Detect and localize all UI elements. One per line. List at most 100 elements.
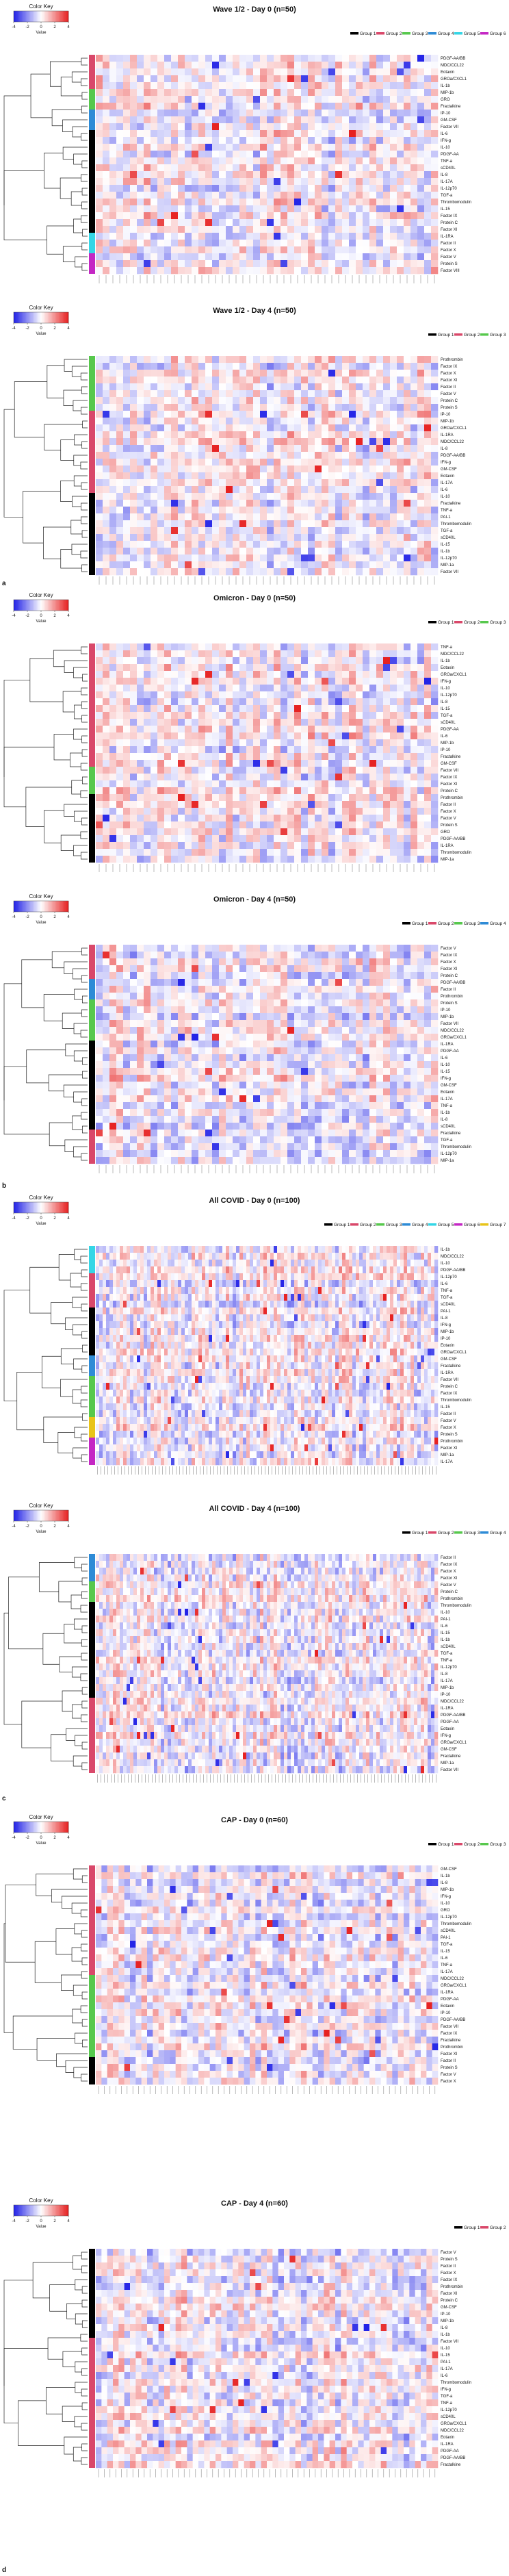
heatmap-cell: [109, 171, 117, 179]
heatmap-cell: [397, 685, 404, 692]
dendrogram-branch: [81, 516, 88, 524]
heatmap-cell: [116, 787, 124, 795]
heatmap-cell: [103, 212, 110, 220]
heatmap-cell: [103, 110, 110, 117]
heatmap-cell: [267, 438, 274, 446]
color-key-swatch: [52, 312, 54, 323]
heatmap-cell: [239, 55, 247, 62]
heatmap-cell: [424, 794, 432, 802]
heatmap-cell: [239, 137, 247, 144]
heatmap-cell: [205, 233, 213, 240]
heatmap-cell: [308, 68, 315, 76]
heatmap-cell: [431, 233, 439, 240]
heatmap-cell: [164, 774, 172, 781]
heatmap-cell: [151, 96, 158, 103]
heatmap-cell: [349, 507, 356, 514]
heatmap-cell: [267, 691, 274, 699]
heatmap-cell: [130, 527, 138, 535]
heatmap-cell: [103, 534, 110, 541]
row-label: sCD40L: [441, 536, 456, 540]
heatmap-cell: [116, 370, 124, 377]
heatmap-cell: [363, 68, 370, 76]
heatmap-cell: [219, 787, 226, 795]
heatmap-cell: [301, 801, 309, 808]
heatmap-cell: [151, 82, 158, 90]
heatmap-cell: [301, 96, 309, 103]
row-label: IL-1b: [441, 84, 450, 88]
heatmap-cell: [424, 698, 432, 706]
heatmap-cell: [123, 541, 131, 548]
heatmap-cell: [151, 171, 158, 179]
heatmap-cell: [144, 568, 151, 576]
heatmap-cell: [390, 705, 397, 713]
heatmap-cell: [267, 226, 274, 233]
heatmap-cell: [103, 787, 110, 795]
heatmap-cell: [260, 493, 267, 500]
heatmap-cell: [342, 500, 350, 507]
heatmap-cell: [157, 438, 165, 446]
heatmap-cell: [144, 199, 151, 206]
heatmap-cell: [349, 82, 356, 90]
heatmap-cell: [397, 452, 404, 459]
heatmap-cell: [267, 479, 274, 487]
heatmap-cell: [103, 178, 110, 186]
heatmap-cell: [239, 130, 247, 138]
dendrogram-branch: [60, 549, 82, 569]
heatmap-cell: [424, 767, 432, 774]
heatmap-cell: [274, 75, 281, 83]
color-key-swatch: [48, 312, 50, 323]
heatmap-cell: [96, 390, 103, 398]
color-key-swatch: [37, 600, 39, 611]
heatmap-cell: [239, 801, 247, 808]
heatmap-cell: [328, 643, 336, 651]
heatmap-cell: [198, 739, 206, 747]
heatmap-cell: [315, 226, 322, 233]
heatmap-cell: [390, 157, 397, 165]
row-label: MIP-1a: [441, 563, 454, 568]
heatmap-cell: [356, 192, 363, 199]
heatmap-cell: [137, 513, 144, 521]
heatmap-cell: [253, 68, 261, 76]
heatmap-cell: [212, 520, 220, 528]
heatmap-cell: [109, 144, 117, 151]
heatmap-cell: [383, 103, 391, 110]
heatmap-cell: [410, 726, 418, 733]
color-key-tick-label: -2: [25, 25, 29, 29]
heatmap-cell: [410, 780, 418, 788]
heatmap-cell: [164, 808, 172, 815]
heatmap-cell: [404, 746, 411, 754]
heatmap-cell: [239, 815, 247, 822]
heatmap-cell: [383, 171, 391, 179]
heatmap-cell: [294, 383, 302, 391]
heatmap-cell: [404, 657, 411, 665]
heatmap-cell: [151, 418, 158, 425]
heatmap-cell: [342, 411, 350, 418]
row-label: GROa/CXCL1: [441, 77, 467, 81]
heatmap-cell: [116, 828, 124, 836]
row-label: Protein C: [441, 221, 458, 225]
heatmap-cell: [239, 157, 247, 165]
heatmap-cell: [116, 815, 124, 822]
heatmap-cell: [322, 541, 329, 548]
heatmap-cell: [157, 171, 165, 179]
heatmap-cell: [369, 171, 377, 179]
heatmap-cell: [349, 774, 356, 781]
heatmap-cell: [294, 89, 302, 97]
heatmap-cell: [308, 260, 315, 268]
heatmap-cell: [212, 671, 220, 678]
heatmap-cell: [246, 246, 254, 254]
heatmap-cell: [171, 466, 179, 473]
heatmap-cell: [397, 219, 404, 227]
heatmap-cell: [212, 657, 220, 665]
heatmap-cell: [109, 363, 117, 370]
heatmap-cell: [349, 643, 356, 651]
heatmap-cell: [205, 199, 213, 206]
heatmap-cell: [192, 691, 199, 699]
heatmap-cell: [226, 418, 233, 425]
heatmap-cell: [192, 130, 199, 138]
heatmap-cell: [328, 404, 336, 411]
heatmap-cell: [390, 554, 397, 562]
heatmap-cell: [116, 685, 124, 692]
heatmap-cell: [376, 370, 384, 377]
heatmap-cell: [356, 438, 363, 446]
